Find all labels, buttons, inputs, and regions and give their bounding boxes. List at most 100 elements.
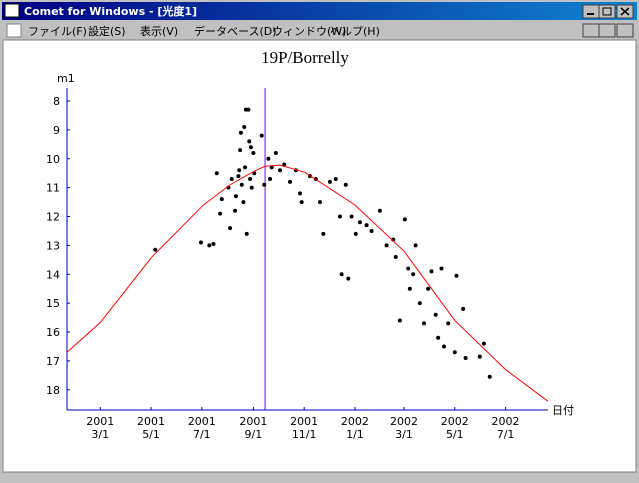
data-point xyxy=(241,200,246,205)
y-tick-label: 15 xyxy=(46,297,60,310)
doc-maximize[interactable] xyxy=(598,23,616,38)
data-point xyxy=(247,139,252,144)
data-point xyxy=(407,286,412,291)
data-point xyxy=(393,254,398,259)
data-point xyxy=(243,165,248,170)
data-point xyxy=(214,171,219,176)
menu-item[interactable]: ウィンドウ(W) xyxy=(272,25,346,38)
doc-close[interactable] xyxy=(616,23,634,38)
data-point xyxy=(278,168,283,173)
data-point xyxy=(269,165,274,170)
y-tick-label: 14 xyxy=(46,268,60,281)
data-point xyxy=(339,272,344,277)
menu-item[interactable]: データベース(D) xyxy=(194,24,277,38)
data-point xyxy=(321,231,326,236)
data-point xyxy=(417,301,422,306)
menu-item[interactable]: 表示(V) xyxy=(140,24,178,38)
fit-curve xyxy=(66,164,549,402)
data-point xyxy=(406,266,411,271)
data-point xyxy=(411,272,416,277)
maximize-button[interactable] xyxy=(598,4,616,19)
minimize-button[interactable] xyxy=(582,4,600,19)
y-tick-label: 18 xyxy=(46,384,60,397)
data-point xyxy=(238,148,243,153)
y-tick-label: 13 xyxy=(46,239,60,252)
menu-bar: ファイル(F) 設定(S) 表示(V) データベース(D)ウィンドウ(W)ヘルプ(H) xyxy=(6,23,634,38)
data-point xyxy=(343,182,348,187)
data-point xyxy=(233,194,238,199)
data-point xyxy=(259,133,264,138)
data-point xyxy=(288,179,293,184)
data-point xyxy=(248,176,253,181)
data-point xyxy=(346,276,351,281)
data-point xyxy=(446,321,451,326)
data-point xyxy=(333,176,338,181)
menu-item[interactable]: ヘルプ(H) xyxy=(330,25,380,38)
window-title: Comet for Windows - [光度1] xyxy=(24,4,197,18)
data-point xyxy=(377,208,382,213)
x-tick-label: 2001 xyxy=(86,415,114,428)
y-tick-label: 12 xyxy=(46,211,60,224)
data-point xyxy=(198,240,203,245)
data-point xyxy=(233,208,238,213)
data-point xyxy=(153,247,158,252)
chart: 19P/Borrelly m1 日付 8 9 10 11 12 13 14 15 16 17 18 2… xyxy=(46,48,574,441)
data-point xyxy=(317,200,322,205)
client-area xyxy=(2,39,637,473)
data-point xyxy=(463,356,468,361)
data-point xyxy=(439,266,444,271)
data-point xyxy=(413,243,418,248)
data-point xyxy=(353,231,358,236)
menu-item[interactable]: ファイル(F) xyxy=(28,25,87,38)
data-point xyxy=(207,243,212,248)
data-point xyxy=(327,179,332,184)
data-point xyxy=(238,130,243,135)
data-point xyxy=(246,107,251,112)
x-tick-label: 5/1 xyxy=(446,428,464,441)
data-point xyxy=(239,182,244,187)
x-tick-label: 9/1 xyxy=(245,428,263,441)
x-tick-label: 2001 xyxy=(137,415,165,428)
data-point xyxy=(218,211,223,216)
data-point xyxy=(364,223,369,228)
x-tick-label: 2002 xyxy=(441,415,469,428)
data-point xyxy=(236,174,241,179)
y-tick-label: 16 xyxy=(46,326,60,339)
y-tick-label: 11 xyxy=(46,182,60,195)
y-axis-label: m1 xyxy=(57,72,75,85)
data-point xyxy=(426,286,431,291)
x-tick-label: 2002 xyxy=(390,415,418,428)
data-point xyxy=(249,185,254,190)
data-point xyxy=(454,273,459,278)
x-tick-label: 7/1 xyxy=(193,428,211,441)
data-point xyxy=(266,156,271,161)
data-point xyxy=(251,150,256,155)
data-point xyxy=(268,176,273,181)
doc-minimize[interactable] xyxy=(582,23,600,38)
y-tick-label: 9 xyxy=(53,124,60,137)
data-point xyxy=(337,214,342,219)
x-tick-label: 3/1 xyxy=(395,428,413,441)
data-point xyxy=(273,150,278,155)
data-point xyxy=(237,168,242,173)
x-axis-label: 日付 xyxy=(552,404,574,417)
x-tick-label: 2002 xyxy=(492,415,520,428)
data-point xyxy=(219,197,224,202)
data-point xyxy=(461,306,466,311)
doc-icon xyxy=(6,23,22,38)
x-tick-label: 5/1 xyxy=(142,428,160,441)
data-point xyxy=(262,182,267,187)
menu-item[interactable]: 設定(S) xyxy=(88,24,126,38)
data-point xyxy=(441,344,446,349)
app-icon xyxy=(4,3,20,18)
data-point xyxy=(429,269,434,274)
data-point xyxy=(433,312,438,317)
x-tick-label: 3/1 xyxy=(91,428,109,441)
x-tick-label: 2001 xyxy=(239,415,267,428)
data-point xyxy=(298,191,303,196)
y-tick-label: 17 xyxy=(46,355,60,368)
title-bar xyxy=(2,2,637,20)
chart-title: 19P/Borrelly xyxy=(261,48,349,67)
